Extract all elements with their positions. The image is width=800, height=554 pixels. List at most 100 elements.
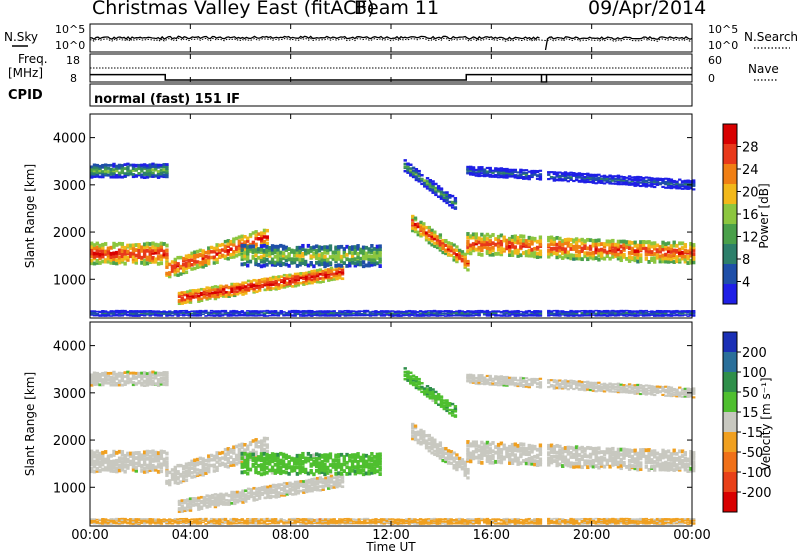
velocity-cell	[441, 452, 445, 456]
power-cell	[561, 313, 565, 315]
power-cell	[605, 312, 609, 315]
power-cell	[549, 176, 554, 179]
power-cell	[611, 175, 615, 178]
power-cell	[580, 249, 584, 253]
velocity-cell	[262, 464, 266, 469]
power-cell	[184, 309, 189, 312]
velocity-cell	[411, 429, 415, 434]
power-cell	[233, 282, 237, 286]
power-cell	[404, 311, 409, 314]
power-cell	[332, 268, 336, 272]
power-cell	[661, 314, 665, 316]
power-cell	[510, 238, 515, 243]
power-cell	[279, 243, 283, 248]
power-cell	[103, 169, 108, 173]
power-cell	[438, 310, 442, 312]
power-cell	[499, 167, 504, 170]
velocity-cell	[439, 400, 444, 404]
velocity-cell	[129, 462, 133, 467]
velocity-cell	[208, 499, 212, 503]
power-cell	[117, 309, 122, 312]
power-cell	[98, 243, 102, 248]
velocity-cell	[103, 450, 108, 454]
power-cell	[496, 247, 501, 252]
power-cell	[329, 276, 334, 280]
velocity-cell	[131, 467, 136, 472]
velocity-cell	[183, 501, 187, 504]
velocity-cell	[148, 457, 152, 462]
power-cell	[142, 249, 147, 253]
power-cell	[538, 249, 543, 254]
velocity-cell	[244, 497, 248, 501]
power-cell	[304, 278, 309, 282]
power-cell	[547, 171, 551, 174]
power-cell	[215, 252, 219, 256]
power-cell	[156, 310, 161, 312]
velocity-cell	[237, 443, 242, 447]
power-cell	[605, 242, 609, 247]
power-cell	[572, 172, 576, 175]
power-cell	[137, 171, 141, 175]
power-cell	[466, 310, 470, 313]
velocity-cell	[302, 482, 306, 485]
velocity-cell	[499, 458, 504, 463]
velocity-cell	[195, 468, 200, 472]
velocity-cell	[222, 493, 226, 497]
power-cell	[238, 283, 242, 287]
power-cell	[555, 309, 559, 312]
power-cell	[335, 313, 339, 316]
power-cell	[140, 173, 144, 177]
power-cell	[120, 171, 125, 175]
power-cell	[151, 241, 155, 246]
velocity-cell	[285, 482, 289, 485]
velocity-cell	[251, 448, 256, 453]
power-cell	[502, 176, 506, 179]
power-cell	[533, 246, 537, 251]
power-cell	[295, 257, 300, 262]
velocity-cell	[419, 428, 423, 432]
velocity-cell	[516, 448, 520, 453]
power-cell	[238, 291, 242, 295]
colorbar-tick-label: 8	[742, 253, 750, 268]
power-cell	[194, 289, 198, 292]
power-cell	[220, 242, 225, 247]
power-cell	[502, 312, 506, 315]
velocity-cell	[364, 453, 369, 458]
power-cell	[117, 173, 122, 176]
power-cell	[680, 246, 685, 250]
power-cell	[502, 171, 506, 175]
power-cell	[260, 285, 265, 288]
velocity-cell	[315, 482, 320, 486]
power-cell	[351, 314, 356, 316]
velocity-cell	[281, 470, 286, 474]
velocity-cell	[246, 444, 250, 449]
power-cell	[106, 170, 111, 173]
power-cell	[563, 312, 568, 314]
power-cell	[577, 179, 582, 182]
power-cell	[608, 242, 612, 247]
power-cell	[109, 312, 113, 314]
velocity-cell	[266, 485, 270, 489]
velocity-cell	[279, 465, 283, 470]
velocity-cell	[265, 461, 269, 466]
power-cell	[652, 259, 657, 264]
power-cell	[262, 248, 266, 253]
power-cell	[176, 273, 180, 277]
power-cell	[173, 265, 177, 270]
power-cell	[117, 248, 122, 253]
power-cell	[588, 309, 593, 312]
power-cell	[636, 314, 640, 316]
power-cell	[652, 181, 657, 184]
power-cell	[452, 251, 456, 255]
power-cell	[445, 193, 449, 196]
velocity-cell	[329, 484, 334, 488]
power-cell	[521, 242, 526, 247]
velocity-cell	[193, 458, 197, 462]
power-cell	[299, 276, 303, 280]
power-cell	[184, 314, 189, 316]
velocity-cell	[273, 471, 277, 475]
velocity-cell	[148, 450, 152, 454]
velocity-cell	[129, 451, 133, 456]
velocity-cell	[271, 488, 276, 492]
power-cell	[577, 310, 582, 312]
